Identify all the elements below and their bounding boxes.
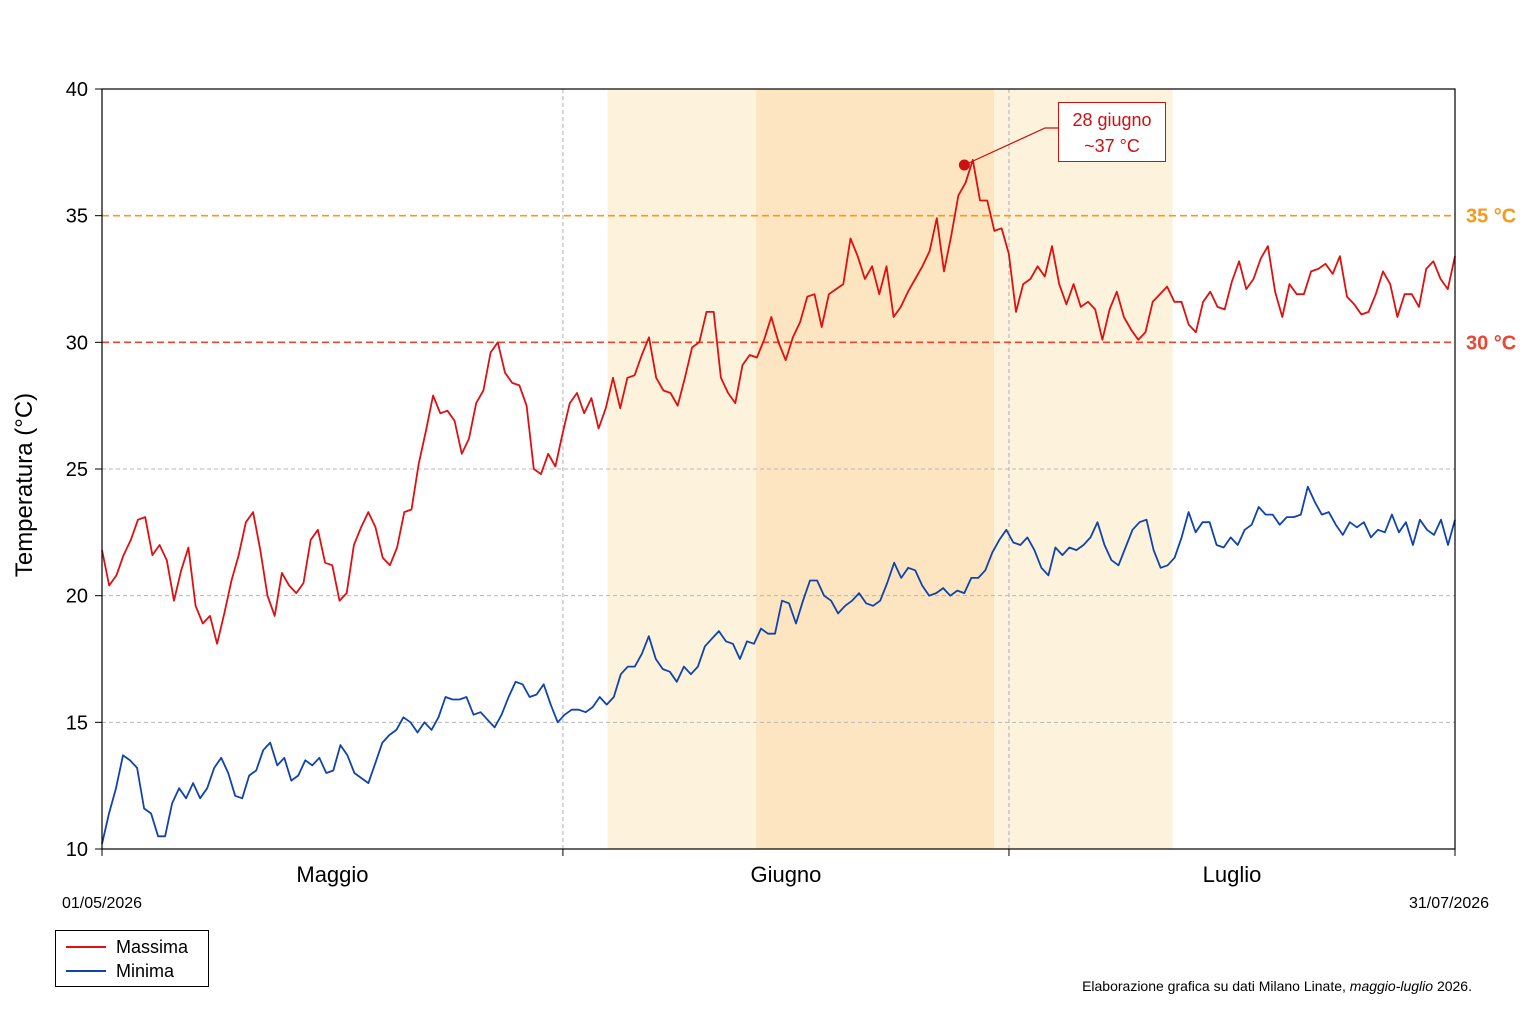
y-tick-label-20: 20 <box>66 586 88 608</box>
annotation-value: ~37 °C <box>1084 136 1140 156</box>
y-tick-label-35: 35 <box>66 206 88 228</box>
annotation-marker <box>958 159 970 171</box>
threshold-label-35: 35 °C <box>1466 206 1516 228</box>
legend-item-massima: Massima <box>66 936 188 958</box>
annotation-date: 28 giugno <box>1072 110 1152 130</box>
annotation-leader-line <box>964 127 1058 166</box>
series-line-minima <box>101 485 1456 845</box>
y-tick-label-15: 15 <box>66 712 88 734</box>
y-tick-label-30: 30 <box>66 332 88 354</box>
legend-swatch-minima <box>66 970 106 972</box>
x-start-date-label: 01/05/2026 <box>62 895 142 912</box>
x-end-date-label: 31/07/2026 <box>1409 895 1489 912</box>
legend: Massima Minima <box>55 930 209 987</box>
legend-label-massima: Massima <box>116 936 189 957</box>
threshold-label-30: 30 °C <box>1466 332 1516 354</box>
source-note: Elaborazione grafica su dati Milano Lina… <box>1082 978 1472 994</box>
source-prefix: Elaborazione grafica su dati Milano Lina… <box>1082 978 1350 994</box>
legend-swatch-massima <box>66 946 106 948</box>
series-line-massima <box>101 158 1456 645</box>
x-month-label-maggio: Maggio <box>296 862 368 887</box>
y-tick-label-40: 40 <box>66 79 88 101</box>
y-tick-label-25: 25 <box>66 459 88 481</box>
source-period: maggio-luglio <box>1349 978 1434 994</box>
y-axis-label: Temperatura (°C) <box>11 393 38 577</box>
y-tick-label-10: 10 <box>66 839 88 861</box>
x-month-label-giugno: Giugno <box>750 862 821 887</box>
series-lines <box>101 158 1456 845</box>
legend-item-minima: Minima <box>66 960 174 982</box>
annotation-box: 28 giugno ~37 °C <box>1058 102 1166 162</box>
axis-labels: 10 15 20 25 30 35 40 Maggio Giugno Luglio 01/05/20… <box>11 79 1489 912</box>
source-suffix: 2026. <box>1433 978 1472 994</box>
x-month-label-luglio: Luglio <box>1203 862 1262 887</box>
annotation <box>958 127 1058 171</box>
legend-label-minima: Minima <box>116 960 175 981</box>
axes <box>95 88 1456 856</box>
